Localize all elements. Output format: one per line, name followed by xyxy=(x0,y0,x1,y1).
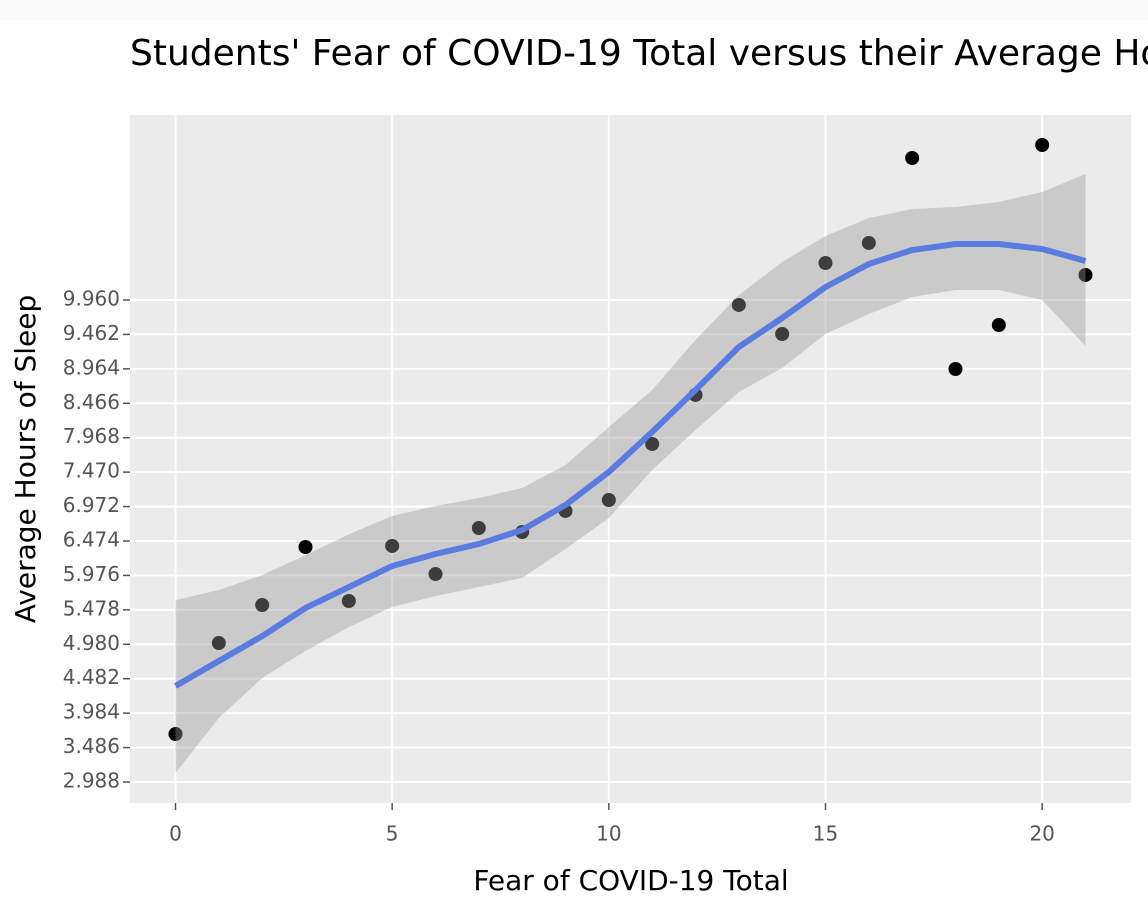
y-axis-label: Average Hours of Sleep xyxy=(9,295,42,623)
y-tick-label: 5.976 xyxy=(63,562,120,586)
data-point xyxy=(168,727,183,742)
data-point xyxy=(905,151,920,165)
confidence-band xyxy=(175,173,1086,773)
y-tick-label: 7.470 xyxy=(63,459,120,483)
y-tick-label: 2.988 xyxy=(63,768,120,792)
data-point xyxy=(255,598,270,613)
y-tick-label: 4.980 xyxy=(63,631,120,655)
y-tick-label: 8.964 xyxy=(63,355,120,379)
y-tick-label: 3.984 xyxy=(63,700,120,724)
top-bar xyxy=(0,0,1148,20)
data-point xyxy=(818,256,833,271)
data-point xyxy=(471,520,486,535)
data-point xyxy=(341,593,356,608)
data-point xyxy=(861,235,876,250)
y-tick-label: 6.474 xyxy=(63,527,120,551)
chart-title: Students' Fear of COVID-19 Total versus … xyxy=(130,33,1148,74)
y-tick-label: 4.482 xyxy=(63,665,120,689)
x-tick-label: 10 xyxy=(596,822,621,846)
data-point xyxy=(601,492,616,507)
x-tick-label: 0 xyxy=(169,822,182,846)
plot-panel xyxy=(130,115,1131,803)
x-tick-label: 20 xyxy=(1029,822,1054,846)
y-tick-label: 7.968 xyxy=(63,424,120,448)
data-point xyxy=(948,361,963,376)
data-point xyxy=(645,436,660,451)
x-tick-label: 15 xyxy=(813,822,838,846)
smooth-line xyxy=(173,241,1087,689)
data-point xyxy=(991,318,1006,333)
y-tick-label: 6.972 xyxy=(63,493,120,517)
y-tick-label: 5.478 xyxy=(63,596,120,620)
data-point xyxy=(298,540,313,555)
data-point xyxy=(1035,138,1050,153)
y-tick-label: 9.462 xyxy=(63,321,120,345)
x-tick-label: 5 xyxy=(386,822,399,846)
data-point xyxy=(775,327,790,342)
data-point xyxy=(1078,267,1093,282)
x-axis-label: Fear of COVID-19 Total xyxy=(473,864,788,897)
data-point xyxy=(731,297,746,312)
y-tick-label: 9.960 xyxy=(63,286,120,310)
data-point xyxy=(385,538,400,553)
y-tick-label: 3.486 xyxy=(63,734,120,758)
data-point xyxy=(428,567,443,582)
data-point xyxy=(211,636,226,651)
y-tick-label: 8.466 xyxy=(63,390,120,414)
